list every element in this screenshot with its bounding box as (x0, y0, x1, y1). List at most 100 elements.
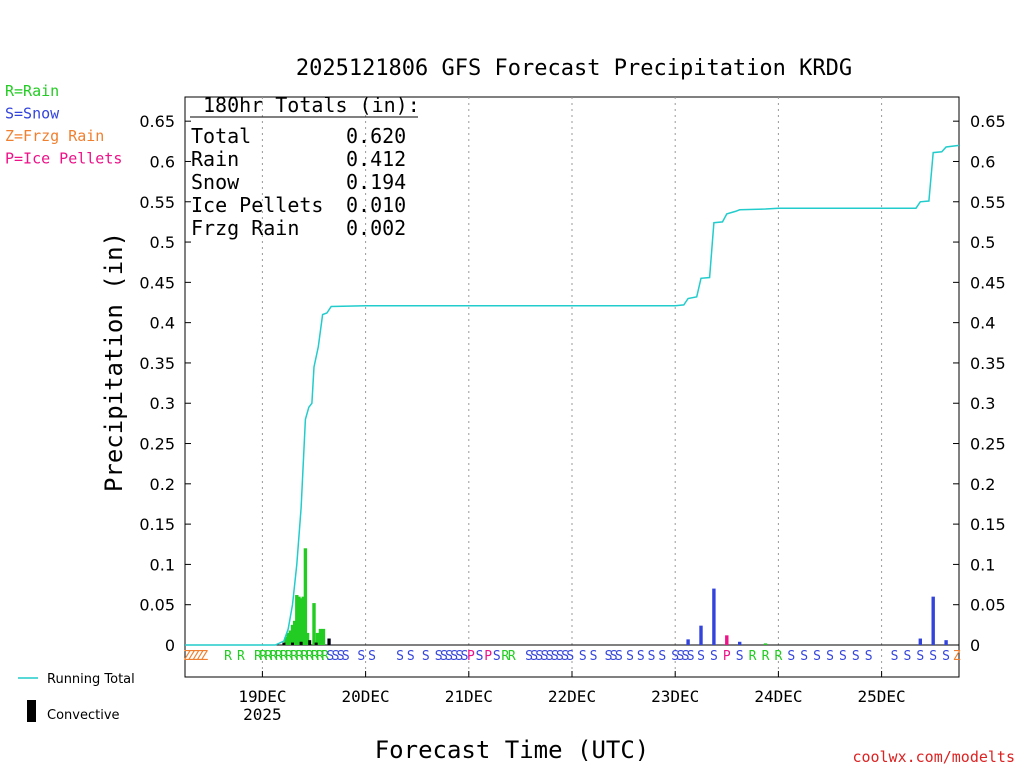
totals-row-value: 0.002 (346, 216, 406, 240)
type-code: R (237, 649, 245, 664)
type-code: R (762, 649, 770, 664)
type-code: S (658, 649, 666, 664)
y-tick-label-right: 0.4 (970, 314, 995, 333)
y-axis-left: 0 0.05 0.1 0.15 0.2 0.25 0.3 0.35 0.4 0.45 0.5 0.55… (139, 112, 191, 655)
type-code: S (396, 649, 404, 664)
type-code: S (566, 649, 574, 664)
type-code: S (551, 649, 559, 664)
type-code: S (710, 649, 718, 664)
type-code: R (265, 649, 273, 664)
y-tick-label-right: 0.55 (970, 193, 1006, 212)
convective-bar (282, 642, 286, 645)
precip-bar (299, 598, 303, 645)
totals-row-value: 0.194 (346, 170, 406, 194)
y-tick-label-right: 0.2 (970, 475, 995, 494)
type-code: S (590, 649, 598, 664)
type-code: S (556, 649, 564, 664)
totals-header: 180hr Totals (in): (203, 93, 420, 117)
legend-convective-label: Convective (47, 708, 120, 723)
precip-bar (284, 636, 288, 645)
y-tick-label-left: 0.65 (139, 112, 175, 131)
type-code: S (605, 649, 613, 664)
type-code: S (929, 649, 937, 664)
x-tick-label: 22DEC (548, 687, 596, 706)
y-tick-label-left: 0.05 (139, 596, 175, 615)
type-code: S (671, 649, 679, 664)
x-tick-label: 19DEC (238, 687, 286, 706)
type-code: S (530, 649, 538, 664)
y-tick-label-left: 0.3 (150, 394, 175, 413)
precip-type-legend: R=Rain S=Snow Z=Frzg Rain P=Ice Pellets (5, 82, 122, 168)
precip-bars (284, 548, 948, 645)
type-code: R (275, 649, 283, 664)
y-tick-label-right: 0 (970, 636, 980, 655)
x-tick-label: 25DEC (858, 687, 906, 706)
precip-bar (725, 635, 729, 645)
type-code: R (311, 649, 319, 664)
legend-convective-swatch (27, 700, 36, 722)
y-tick-label-right: 0.5 (970, 233, 995, 252)
convective-bar (327, 638, 331, 645)
precip-bar (738, 641, 742, 645)
precip-bar (303, 548, 308, 645)
y-tick-label-right: 0.1 (970, 555, 995, 574)
legend-type-p: P=Ice Pellets (5, 150, 122, 168)
y-tick-label-left: 0.1 (150, 555, 175, 574)
type-code: R (224, 649, 232, 664)
type-code: S (736, 649, 744, 664)
type-code: S (942, 649, 950, 664)
y-tick-label-right: 0.35 (970, 354, 1006, 373)
type-code: P (467, 649, 475, 664)
type-code: S (891, 649, 899, 664)
precip-bar (312, 603, 316, 645)
x-axis-label: Forecast Time (UTC) (375, 736, 650, 764)
y-tick-label-right: 0.65 (970, 112, 1006, 131)
type-code: S (445, 649, 453, 664)
totals-row-value: 0.010 (346, 193, 406, 217)
type-code: S (476, 649, 484, 664)
x-tick-label: 20DEC (342, 687, 390, 706)
precip-bar (686, 639, 690, 645)
type-code: Z (183, 649, 191, 664)
type-code: Z (953, 649, 961, 664)
x-tick-sublabel: 2025 (243, 705, 282, 724)
grid-lines (261, 97, 883, 677)
type-code: Z (192, 649, 200, 664)
legend-running-total-label: Running Total (47, 672, 135, 687)
type-code: S (839, 649, 847, 664)
type-code: S (493, 649, 501, 664)
legend-type-r: R=Rain (5, 82, 59, 100)
running-total-line (185, 144, 960, 646)
type-code: S (326, 649, 334, 664)
convective-bar (308, 640, 312, 645)
precip-bar (315, 632, 320, 645)
x-tick-label: 23DEC (651, 687, 699, 706)
type-code: S (610, 649, 618, 664)
type-code: Z (196, 649, 204, 664)
type-code: S (852, 649, 860, 664)
type-code: S (450, 649, 458, 664)
type-code: S (687, 649, 695, 664)
type-code: P (723, 649, 731, 664)
type-code: S (800, 649, 808, 664)
y-tick-label-left: 0.45 (139, 273, 175, 292)
type-code: S (422, 649, 430, 664)
legend-type-s: S=Snow (5, 105, 60, 123)
precip-bar (944, 640, 948, 645)
type-code: S (637, 649, 645, 664)
precip-bar (763, 643, 768, 645)
type-code: S (813, 649, 821, 664)
type-code: R (270, 649, 278, 664)
type-code: R (254, 649, 262, 664)
line-legend: Running Total Convective (18, 672, 135, 723)
precip-bar (712, 588, 716, 645)
totals-box: 180hr Totals (in): Total 0.620 Rain 0.412 Sn… (190, 93, 420, 240)
type-code: S (682, 649, 690, 664)
type-code: R (295, 649, 303, 664)
totals-row-value: 0.412 (346, 147, 406, 171)
convective-bar (299, 641, 303, 645)
credit-text: coolwx.com/modelts (852, 748, 1015, 766)
type-code: S (455, 649, 463, 664)
